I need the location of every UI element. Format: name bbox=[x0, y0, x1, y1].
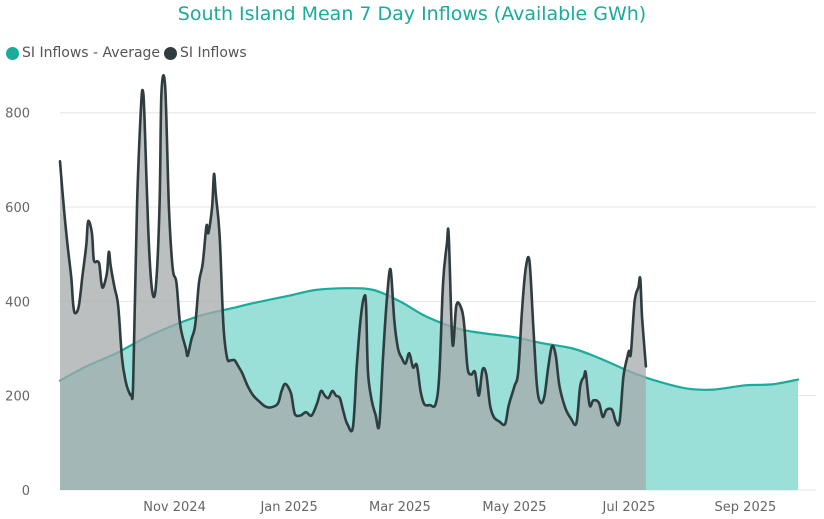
x-tick-label-3: May 2025 bbox=[482, 500, 546, 515]
legend-label-inflows: SI Inflows bbox=[180, 45, 247, 61]
x-tick-label-4: Jul 2025 bbox=[602, 500, 656, 515]
y-tick-label-200: 200 bbox=[5, 390, 30, 405]
x-tick-label-2: Mar 2025 bbox=[369, 500, 431, 515]
legend-item-inflows[interactable]: SI Inflows bbox=[164, 45, 247, 61]
x-tick-label-1: Jan 2025 bbox=[259, 500, 317, 515]
chart-title: South Island Mean 7 Day Inflows (Availab… bbox=[177, 3, 647, 25]
y-tick-label-800: 800 bbox=[5, 107, 30, 122]
series-area-inflows bbox=[60, 75, 646, 490]
legend-marker-inflows bbox=[164, 46, 178, 60]
legend-item-average[interactable]: SI Inflows - Average bbox=[6, 45, 160, 61]
legend: SI Inflows - Average SI Inflows bbox=[6, 45, 251, 61]
series-line-average bbox=[58, 287, 800, 391]
x-tick-label-0: Nov 2024 bbox=[143, 500, 206, 515]
y-tick-label-600: 600 bbox=[5, 201, 30, 216]
legend-marker-average bbox=[6, 46, 19, 60]
x-tick-label-5: Sep 2025 bbox=[715, 500, 777, 515]
legend-label-average: SI Inflows - Average bbox=[22, 45, 161, 61]
y-tick-label-0: 0 bbox=[22, 484, 30, 499]
y-tick-label-400: 400 bbox=[5, 295, 30, 310]
series-line-inflows bbox=[58, 74, 648, 433]
